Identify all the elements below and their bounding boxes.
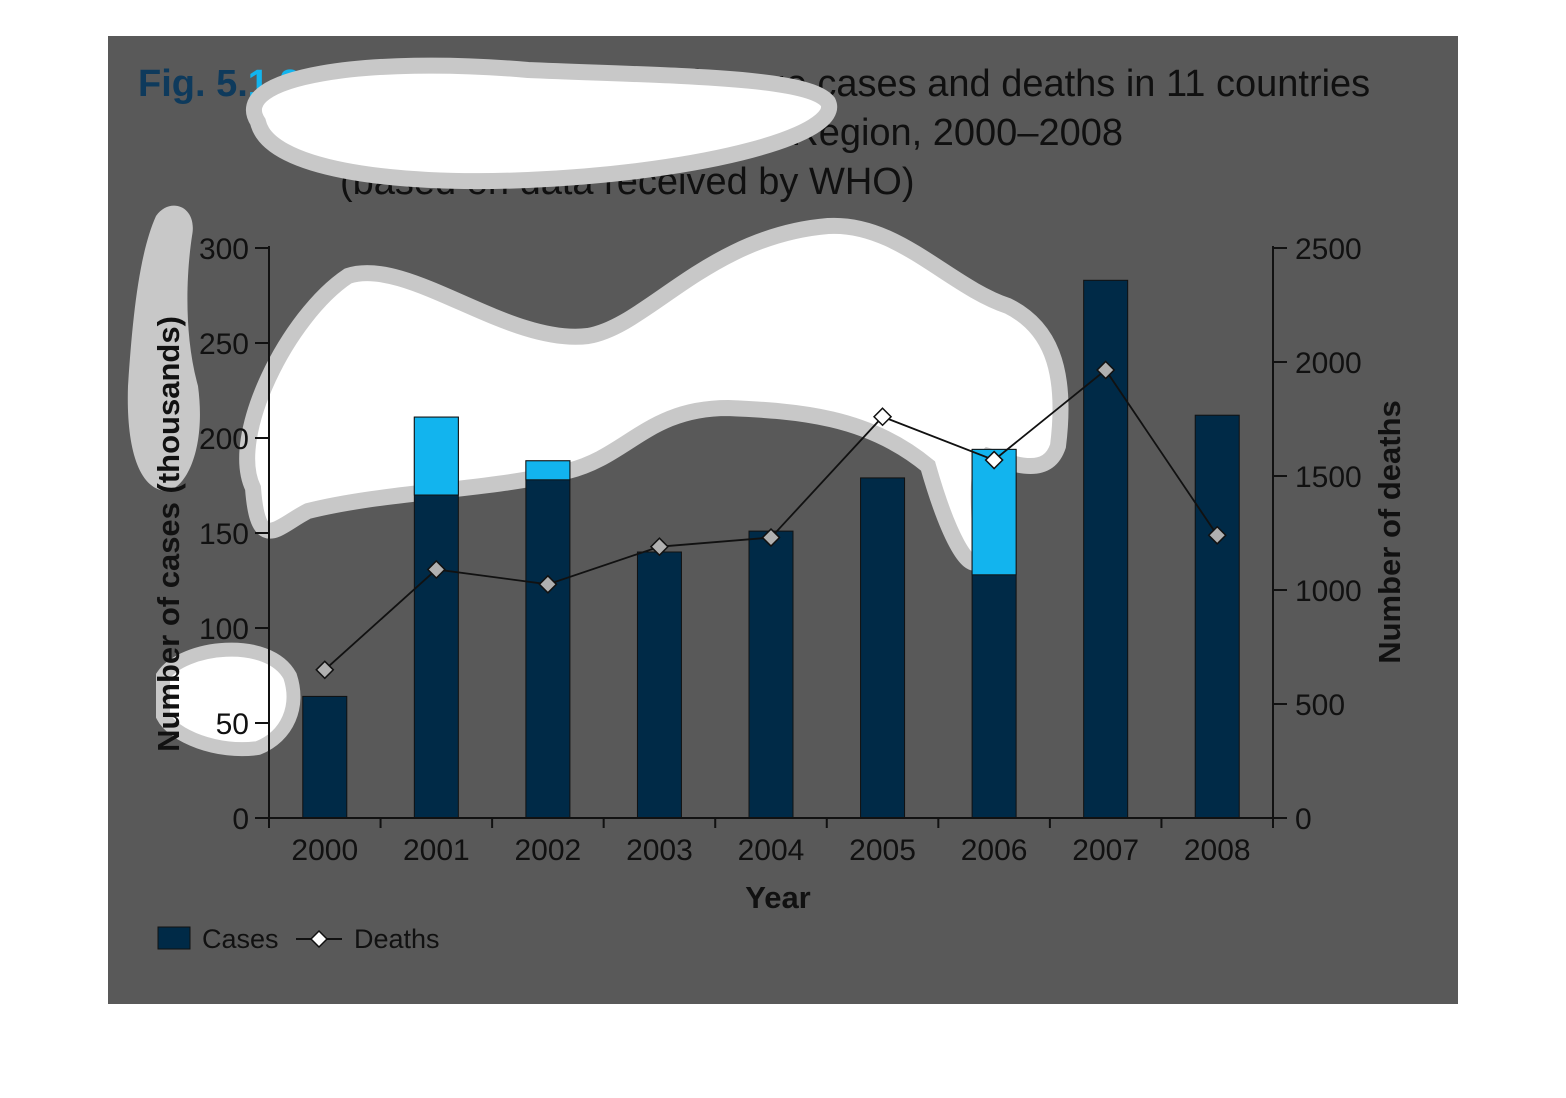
deaths-point-2001 xyxy=(426,559,446,580)
right-tick-label: 2500 xyxy=(1295,233,1362,266)
bar-cases-2008 xyxy=(1194,414,1240,819)
bar-highlight-2001 xyxy=(413,416,459,496)
right-tick-label: 2000 xyxy=(1295,347,1362,380)
left-axis-title: Number of cases (thousands) xyxy=(151,316,186,752)
dengue-chart: Fig. 5.1.2 Number of reported dengue cas… xyxy=(127,57,1407,954)
deaths-point-2005 xyxy=(872,407,893,427)
x-tick-label-2004: 2004 xyxy=(738,834,805,867)
x-tick-label-2008: 2008 xyxy=(1184,834,1251,867)
bar-highlight-2002 xyxy=(525,460,571,481)
deaths-point-2003 xyxy=(649,537,670,557)
legend-cases-swatch xyxy=(157,926,191,950)
highlight-blob-left xyxy=(127,205,200,491)
chart-panel: Fig. 5.1.2 Number of reported dengue cas… xyxy=(108,36,1458,1004)
left-axis-ticks: 0 50 100 150 200 250 300 xyxy=(199,233,269,836)
left-tick-label: 200 xyxy=(199,423,249,456)
bar-cases-2000 xyxy=(302,695,348,819)
right-tick-label: 0 xyxy=(1295,803,1312,836)
deaths-point-2000 xyxy=(315,660,335,680)
bar-cases-2002 xyxy=(525,460,571,819)
legend-deaths-label: Deaths xyxy=(354,924,440,954)
highlight-blob-center xyxy=(239,217,1069,571)
x-tick-label-2001: 2001 xyxy=(403,834,470,867)
x-tick-label-2007: 2007 xyxy=(1072,834,1139,867)
left-tick-label: 150 xyxy=(199,518,249,551)
cases-bars xyxy=(302,279,1240,819)
right-axis-ticks: 0 500 1000 1500 2000 2500 xyxy=(1273,233,1362,836)
left-tick-label: 100 xyxy=(199,613,249,646)
left-tick-label: 250 xyxy=(199,328,249,361)
bar-cases-2004 xyxy=(748,530,794,819)
legend: Cases Deaths xyxy=(157,924,440,954)
x-tick-label-2000: 2000 xyxy=(291,834,358,867)
deaths-point-2007 xyxy=(1096,360,1116,380)
x-tick-label-2002: 2002 xyxy=(515,834,582,867)
highlight-blobs xyxy=(127,57,1069,757)
deaths-point-2006 xyxy=(984,450,1004,470)
right-tick-label: 1000 xyxy=(1295,575,1362,608)
x-tick-label-2006: 2006 xyxy=(961,834,1028,867)
left-tick-label: 300 xyxy=(199,233,249,266)
x-tick-label-2003: 2003 xyxy=(626,834,693,867)
deaths-point-2008 xyxy=(1207,525,1227,545)
legend-cases-label: Cases xyxy=(202,924,279,954)
deaths-line-series xyxy=(315,360,1227,680)
deaths-point-2002 xyxy=(538,574,558,594)
left-tick-label: 0 xyxy=(232,803,249,836)
highlight-blob-title xyxy=(246,57,837,190)
legend-deaths-marker xyxy=(309,929,329,949)
bar-cases-2003 xyxy=(636,551,682,819)
bar-highlight-2006 xyxy=(971,448,1017,576)
right-axis-title: Number of deaths xyxy=(1372,400,1407,664)
x-axis-ticks: 2000 2001 2002 2003 2004 2005 2006 2007 2008 xyxy=(268,818,1274,867)
left-tick-label: 50 xyxy=(216,708,249,741)
highlight-blob-50 xyxy=(156,642,301,757)
bar-cases-2005 xyxy=(860,477,906,819)
right-tick-label: 1500 xyxy=(1295,461,1362,494)
deaths-point-2004 xyxy=(761,527,781,548)
x-tick-label-2005: 2005 xyxy=(849,834,916,867)
right-tick-label: 500 xyxy=(1295,689,1345,722)
x-axis-title: Year xyxy=(745,880,811,915)
